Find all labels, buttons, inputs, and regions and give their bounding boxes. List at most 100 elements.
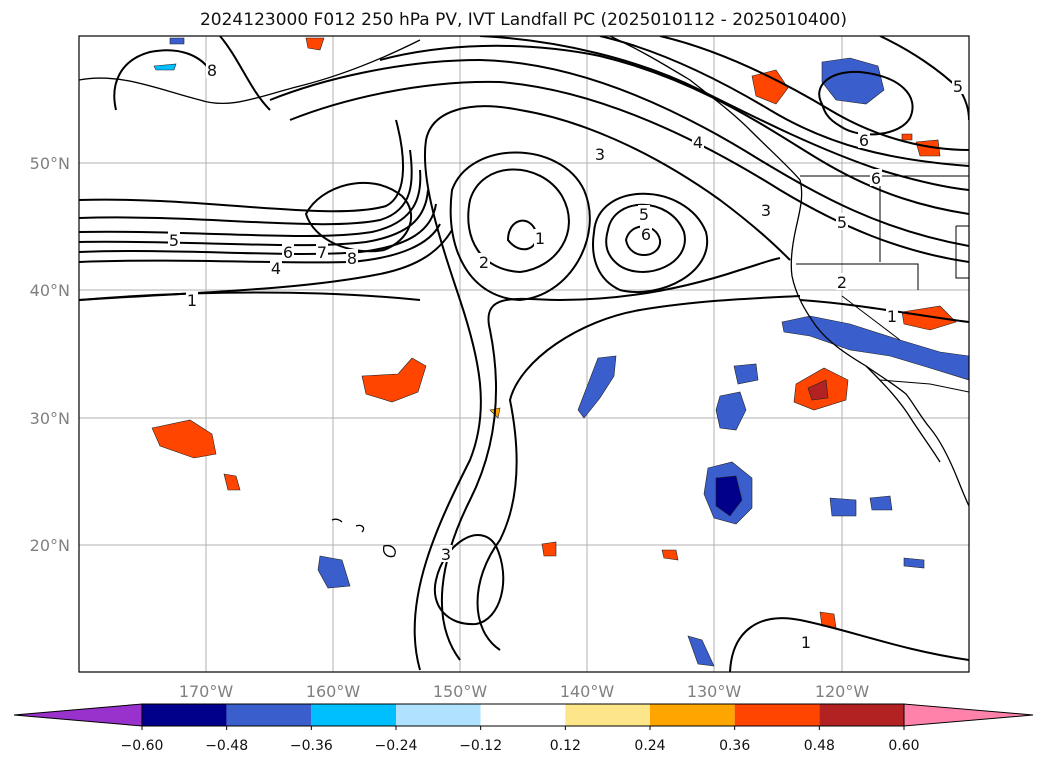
- positive-anomaly-168w: [223, 473, 241, 491]
- border-states-3: [955, 225, 969, 279]
- contour-center-3: [449, 151, 591, 302]
- ivt-contours: [79, 36, 969, 672]
- colorbar-cell: [650, 704, 735, 726]
- contour-label-bg: [534, 229, 546, 246]
- contour-label-bg: [836, 273, 848, 290]
- contour-label: 5: [953, 77, 963, 96]
- contour-label-bg: [638, 205, 650, 222]
- positive-anomaly-170w: [151, 419, 217, 459]
- pv-anomaly-fills: [151, 37, 969, 667]
- lon-tick-label: 150°W: [433, 682, 488, 701]
- negative-anomaly-small-3: [153, 63, 177, 71]
- longitude-tick-labels: 170°W 160°W 150°W 140°W 130°W 120°W: [179, 682, 870, 701]
- colorbar-tick-label: 0.24: [634, 738, 665, 754]
- contour-label: 6: [283, 243, 293, 262]
- negative-anomaly-ne-pacific: [821, 57, 885, 105]
- contour-trough-2: [440, 257, 781, 661]
- contour-label-bg: [952, 77, 964, 94]
- coast-baja: [865, 365, 941, 463]
- coast-aleutians: [79, 39, 421, 105]
- latitude-tick-labels: 50°N 40°N 30°N 20°N: [30, 154, 70, 555]
- contour-label-bg: [640, 225, 652, 242]
- colorbar-tick-labels: −0.60 −0.48 −0.36 −0.24 −0.12 0.12 0.24 0.36 0.4…: [121, 726, 920, 754]
- contour-label: 5: [837, 213, 847, 232]
- contour-label-bg: [270, 259, 282, 276]
- colorbar-tick-label: 0.60: [888, 738, 919, 754]
- negative-anomaly-small-1: [733, 363, 759, 385]
- colorbar-tick-label: −0.48: [205, 738, 248, 754]
- positive-anomaly-158w: [305, 37, 325, 51]
- colorbar-cell: [480, 704, 566, 726]
- positive-anomaly-155w: [361, 357, 427, 403]
- contour-label-bg: [346, 249, 358, 266]
- lat-tick-label: 40°N: [30, 281, 70, 300]
- contour-label: 1: [801, 633, 811, 652]
- contour-label-bg: [206, 61, 218, 78]
- contour-label: 8: [347, 249, 357, 268]
- negative-anomaly-small-2: [903, 557, 925, 569]
- contour-north-5: [599, 36, 969, 167]
- contour-label: 1: [535, 229, 545, 248]
- colorbar-tick-label: 0.12: [550, 738, 581, 754]
- colorbar-cell: [142, 704, 227, 726]
- contour-label: 8: [207, 61, 217, 80]
- contour-zonal-5: [79, 169, 422, 238]
- contour-label: 6: [871, 169, 881, 188]
- contour-center-2: [467, 168, 570, 274]
- contour-cell-140w-1: [624, 225, 662, 256]
- contour-label-bg: [594, 145, 606, 162]
- contour-trough-3: [476, 295, 801, 651]
- colorbar-extend-max: [903, 703, 1034, 727]
- contour-label-bg: [168, 231, 180, 248]
- contour-label-bg: [440, 545, 452, 562]
- border-mexico: [879, 379, 969, 393]
- negative-anomaly-norcal: [781, 315, 969, 381]
- contour-label: 3: [761, 201, 771, 220]
- colorbar-cell: [311, 704, 396, 726]
- contour-label-bg: [282, 243, 294, 260]
- contour-north-2: [289, 80, 969, 263]
- contour-label-bg: [886, 307, 898, 324]
- coast-alaska-panhandle: [609, 36, 969, 507]
- positive-anomaly-143w: [541, 541, 557, 557]
- positive-anomaly-136w: [661, 549, 679, 561]
- colorbar-extend-min: [13, 703, 143, 727]
- negative-anomaly-20n-160w: [317, 555, 351, 589]
- colorbar-cell: [396, 704, 481, 726]
- map-frame: [78, 35, 970, 673]
- border-states-2: [796, 263, 919, 290]
- contour-label-bg: [870, 169, 882, 186]
- contour-label: 3: [441, 545, 451, 564]
- contour-zonal-3: [79, 203, 437, 255]
- gridlines: [79, 36, 969, 672]
- contour-cell-140w-3: [592, 192, 709, 294]
- colorbar: [13, 703, 1034, 727]
- contour-label: 6: [641, 225, 651, 244]
- lon-tick-label: 120°W: [815, 682, 870, 701]
- contour-north-3: [379, 44, 969, 215]
- negative-anomaly-130w-core: [715, 475, 743, 517]
- contour-north-4: [479, 36, 969, 191]
- contour-north-1: [269, 58, 969, 247]
- coastlines: [79, 36, 969, 558]
- colorbar-tick-label: 0.36: [719, 738, 750, 754]
- contour-label: 4: [693, 133, 703, 152]
- lon-tick-label: 160°W: [306, 682, 361, 701]
- contour-label: 2: [837, 273, 847, 292]
- contour-label: 1: [187, 291, 197, 310]
- positive-anomaly-115w: [901, 305, 957, 331]
- contour-label: 2: [479, 253, 489, 272]
- contour-low-south: [433, 534, 505, 626]
- colorbar-tick-label: 0.48: [804, 738, 835, 754]
- contour-label-bg: [760, 201, 772, 218]
- negative-anomaly-125w: [829, 497, 857, 517]
- colorbar-cell: [226, 704, 312, 726]
- contour-label: 5: [639, 205, 649, 224]
- lat-tick-label: 20°N: [30, 536, 70, 555]
- borders: [796, 175, 969, 393]
- contour-label-bg: [836, 213, 848, 230]
- positive-anomaly-125w-core: [807, 379, 829, 401]
- negative-anomaly-140w: [577, 355, 617, 419]
- lon-tick-label: 140°W: [560, 682, 615, 701]
